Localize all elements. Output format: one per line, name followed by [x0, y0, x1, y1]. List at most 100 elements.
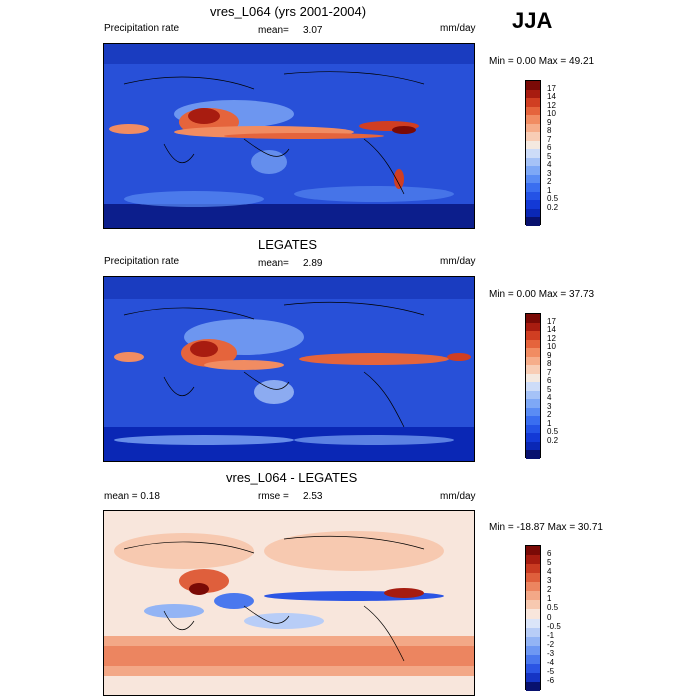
colorbar-tick-label: -0.5	[547, 621, 561, 631]
colorbar-swatch	[526, 339, 540, 349]
mean-label: mean=	[258, 25, 289, 36]
map-field	[104, 511, 474, 695]
panel-title: LEGATES	[258, 237, 318, 252]
colorbar-tick-label: 4	[547, 567, 552, 577]
colorbar-tick-label: 0	[547, 612, 552, 622]
colorbar-tick-label: -4	[547, 657, 555, 667]
colorbar-tick-label: -6	[547, 675, 555, 685]
colorbar-tick-label: 2	[547, 410, 552, 420]
colorbar: 6 5 4 3 2 1 0.5 0 -0.5 -1 -2 -3 -4 -5 -6	[525, 545, 561, 691]
colorbar-tick-label: 10	[547, 109, 556, 119]
colorbar-tick-label: 10	[547, 342, 556, 352]
colorbar-swatch	[526, 424, 540, 434]
colorbar-tick-label: 12	[547, 333, 556, 343]
minmax-label: Min = -18.87 Max = 30.71	[489, 522, 603, 533]
colorbar-swatch	[526, 390, 540, 400]
colorbar-swatch	[526, 645, 540, 655]
colorbar-tick-label: 6	[547, 376, 552, 386]
rmse-value: 2.53	[303, 491, 323, 502]
colorbar-tick-label: 12	[547, 100, 556, 110]
colorbar-swatch	[526, 582, 540, 592]
colorbar: 17 14 12 10 9 8 7 6 5 4 3 2 1 0.5 0.2	[525, 80, 558, 226]
colorbar-swatch	[526, 441, 540, 451]
colorbar-tick-label: 0.2	[547, 202, 559, 212]
colorbar-swatch	[526, 365, 540, 374]
colorbar-swatch	[526, 98, 540, 107]
colorbar-swatch	[526, 115, 540, 124]
colorbar-tick-label: 9	[547, 117, 552, 127]
colorbar-swatch	[526, 600, 540, 610]
colorbar-tick-label: 1	[547, 185, 552, 195]
colorbar-swatch	[526, 217, 540, 226]
mean-value: 3.07	[303, 25, 323, 36]
colorbar-swatch	[526, 200, 540, 209]
colorbar-swatch	[526, 564, 540, 574]
colorbar-tick-label: 6	[547, 143, 552, 153]
colorbar-swatch	[526, 627, 540, 637]
colorbar-tick-label: 5	[547, 151, 552, 161]
colorbar-tick-label: -1	[547, 630, 555, 640]
colorbar-swatch	[526, 433, 540, 442]
colorbar-swatch	[526, 450, 540, 459]
colorbar-swatch	[526, 681, 540, 691]
units-label: mm/day	[440, 23, 476, 34]
units-label: mm/day	[440, 256, 476, 267]
colorbar-swatch	[526, 81, 540, 90]
colorbar-tick-label: 14	[547, 92, 556, 102]
colorbar-swatch	[526, 348, 540, 357]
colorbar-tick-label: 3	[547, 576, 552, 586]
colorbar-swatch	[526, 382, 540, 391]
colorbar-tick-label: 0.5	[547, 194, 559, 204]
variable-label: Precipitation rate	[104, 256, 180, 267]
colorbar-tick-label: 9	[547, 350, 552, 360]
colorbar-swatch	[526, 373, 540, 383]
colorbar-tick-label: 4	[547, 393, 552, 403]
colorbar-tick-label: -2	[547, 639, 555, 649]
panel-title: vres_L064 - LEGATES	[226, 470, 358, 485]
colorbar-tick-label: 5	[547, 384, 552, 394]
colorbar-tick-label: 2	[547, 585, 552, 595]
colorbar-swatch	[526, 183, 540, 192]
colorbar-tick-label: 7	[547, 134, 552, 144]
season-label: JJA	[512, 8, 553, 33]
colorbar-swatch	[526, 591, 540, 601]
colorbar-tick-label: 0.2	[547, 435, 559, 445]
colorbar-swatch	[526, 654, 540, 664]
units-label: mm/day	[440, 491, 476, 502]
colorbar-swatch	[526, 132, 540, 141]
mean-stat: mean = 0.18	[104, 491, 160, 502]
colorbar-tick-label: 7	[547, 367, 552, 377]
colorbar-swatch	[526, 407, 540, 417]
colorbar-swatch	[526, 106, 540, 116]
colorbar-swatch	[526, 314, 540, 323]
colorbar-tick-label: 1	[547, 594, 552, 604]
colorbar-tick-label: 4	[547, 160, 552, 170]
colorbar-scale	[525, 313, 541, 459]
mean-value: 2.89	[303, 258, 323, 269]
colorbar-swatch	[526, 208, 540, 218]
rmse-label: rmse =	[258, 491, 289, 502]
colorbar-tick-label: 0.5	[547, 603, 559, 613]
minmax-label: Min = 0.00 Max = 49.21	[489, 56, 595, 67]
colorbar-swatch	[526, 416, 540, 425]
colorbar-swatch	[526, 331, 540, 340]
colorbar-swatch	[526, 123, 540, 133]
colorbar-scale	[525, 545, 541, 691]
colorbar-swatch	[526, 546, 540, 556]
panel-title: vres_L064 (yrs 2001-2004)	[210, 4, 367, 19]
map-diff	[103, 510, 475, 696]
colorbar-tick-label: 3	[547, 401, 552, 411]
colorbar-swatch	[526, 166, 540, 175]
colorbar-swatch	[526, 356, 540, 366]
colorbar-swatch	[526, 573, 540, 583]
colorbar-tick-label: 17	[547, 83, 556, 93]
colorbar-tick-label: 14	[547, 325, 556, 335]
map-model	[103, 43, 475, 229]
colorbar-swatch	[526, 399, 540, 408]
colorbar-scale	[525, 80, 541, 226]
colorbar-swatch	[526, 157, 540, 167]
map-field	[104, 44, 474, 228]
map-field	[104, 277, 474, 461]
colorbar-swatch	[526, 89, 540, 99]
colorbar-swatch	[526, 555, 540, 565]
